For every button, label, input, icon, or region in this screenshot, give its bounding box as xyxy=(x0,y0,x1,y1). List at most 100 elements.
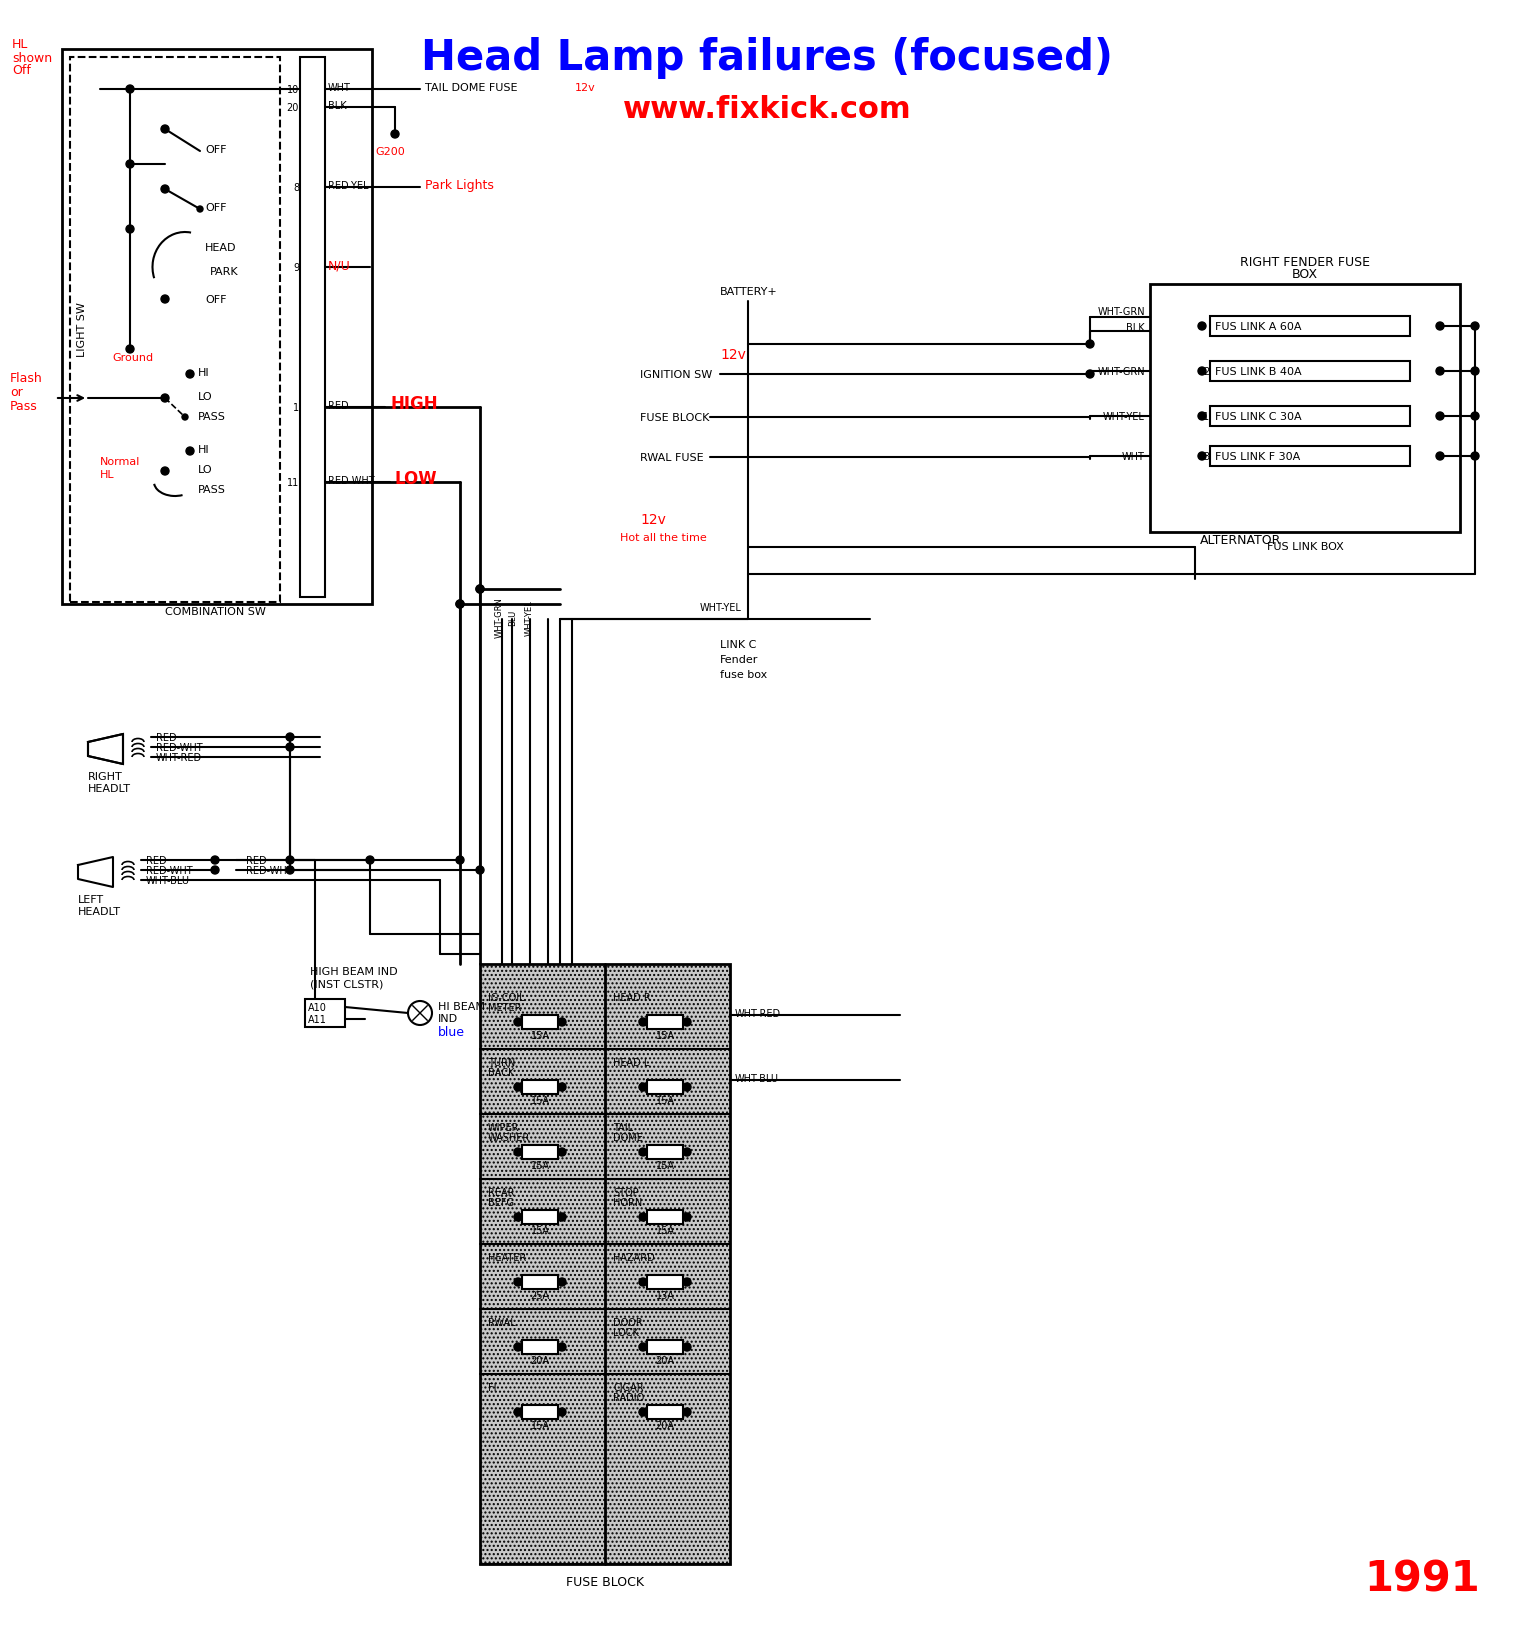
Circle shape xyxy=(186,447,193,455)
Text: HEAD: HEAD xyxy=(206,243,236,253)
Text: LEFT: LEFT xyxy=(78,894,104,904)
Text: WASHER: WASHER xyxy=(488,1133,531,1142)
Text: HEADLT: HEADLT xyxy=(87,783,130,793)
Circle shape xyxy=(285,733,295,741)
Circle shape xyxy=(514,1278,522,1286)
Text: HEADLT: HEADLT xyxy=(78,906,121,917)
Text: BOX: BOX xyxy=(1292,268,1318,281)
Text: RADIO: RADIO xyxy=(614,1392,644,1402)
Circle shape xyxy=(1198,413,1206,421)
Text: LOW: LOW xyxy=(394,470,437,488)
Circle shape xyxy=(640,1149,647,1157)
Circle shape xyxy=(126,346,133,354)
Bar xyxy=(647,1211,683,1224)
Text: 15A: 15A xyxy=(655,1160,675,1170)
Bar xyxy=(647,1340,683,1355)
Text: LIGHT SW: LIGHT SW xyxy=(77,302,87,357)
Text: OFF: OFF xyxy=(206,295,227,305)
Bar xyxy=(71,59,281,602)
Circle shape xyxy=(640,1084,647,1092)
Text: 12v: 12v xyxy=(719,348,746,362)
Text: RWAL FUSE: RWAL FUSE xyxy=(640,452,704,463)
Text: PARK: PARK xyxy=(210,268,239,277)
Circle shape xyxy=(1436,367,1443,375)
Text: 1: 1 xyxy=(293,403,299,413)
Text: A11: A11 xyxy=(308,1015,327,1025)
Circle shape xyxy=(161,295,169,304)
Bar xyxy=(1210,362,1410,382)
Circle shape xyxy=(683,1149,690,1157)
Bar xyxy=(305,999,345,1028)
Circle shape xyxy=(640,1213,647,1221)
Text: IG-COIL: IG-COIL xyxy=(488,992,525,1002)
Circle shape xyxy=(161,126,169,134)
Circle shape xyxy=(1436,323,1443,331)
Circle shape xyxy=(212,857,219,865)
Bar xyxy=(480,965,730,1563)
Text: FUS LINK C 30A: FUS LINK C 30A xyxy=(1215,411,1302,421)
Text: DOOR: DOOR xyxy=(614,1317,643,1327)
Text: or: or xyxy=(11,385,23,398)
Text: FUS LINK F 30A: FUS LINK F 30A xyxy=(1215,452,1301,462)
Circle shape xyxy=(683,1408,690,1417)
Text: 15A: 15A xyxy=(531,1030,549,1040)
Text: LO: LO xyxy=(198,392,213,401)
Circle shape xyxy=(683,1343,690,1351)
Circle shape xyxy=(558,1343,566,1351)
Text: RED-WHT: RED-WHT xyxy=(328,475,374,486)
Bar xyxy=(647,1405,683,1420)
Text: RED: RED xyxy=(328,401,348,411)
Text: FUSE BLOCK: FUSE BLOCK xyxy=(566,1575,644,1588)
Circle shape xyxy=(1086,341,1094,349)
Circle shape xyxy=(1198,452,1206,460)
Text: TAIL DOME FUSE: TAIL DOME FUSE xyxy=(425,83,517,93)
Text: RED-WHT: RED-WHT xyxy=(146,865,193,875)
Text: HI: HI xyxy=(198,446,210,455)
Text: HL: HL xyxy=(100,470,115,480)
Text: Head Lamp failures (focused): Head Lamp failures (focused) xyxy=(420,38,1114,78)
Text: PASS: PASS xyxy=(198,411,225,421)
Bar xyxy=(522,1405,558,1420)
Text: RIGHT: RIGHT xyxy=(87,772,123,782)
Text: Off: Off xyxy=(12,64,31,77)
Text: 10: 10 xyxy=(287,85,299,95)
Circle shape xyxy=(476,867,485,875)
Circle shape xyxy=(196,207,202,212)
Text: RED-WHT: RED-WHT xyxy=(245,865,293,875)
Circle shape xyxy=(514,1213,522,1221)
Bar xyxy=(647,1275,683,1289)
Text: 15A: 15A xyxy=(531,1420,549,1430)
Text: blue: blue xyxy=(439,1025,465,1038)
Circle shape xyxy=(285,744,295,752)
Circle shape xyxy=(640,1018,647,1027)
Text: fuse box: fuse box xyxy=(719,669,767,679)
Text: 9: 9 xyxy=(293,263,299,273)
Circle shape xyxy=(1086,370,1094,379)
Text: 20: 20 xyxy=(287,103,299,113)
Circle shape xyxy=(558,1278,566,1286)
Bar xyxy=(301,59,325,597)
Text: BLK: BLK xyxy=(1126,323,1144,333)
Text: 25A: 25A xyxy=(531,1291,549,1301)
Text: CIGAR: CIGAR xyxy=(614,1382,644,1392)
Text: WHT-BLU: WHT-BLU xyxy=(146,875,190,886)
Text: RED: RED xyxy=(156,733,176,743)
Text: 20A: 20A xyxy=(655,1420,675,1430)
Text: WHT: WHT xyxy=(1123,452,1144,462)
Bar xyxy=(647,1080,683,1095)
Circle shape xyxy=(683,1278,690,1286)
Circle shape xyxy=(285,857,295,865)
Text: Normal: Normal xyxy=(100,457,141,467)
Circle shape xyxy=(514,1149,522,1157)
Text: HL: HL xyxy=(12,39,28,52)
Text: 3: 3 xyxy=(1203,452,1209,462)
Text: TURN: TURN xyxy=(488,1058,515,1067)
Circle shape xyxy=(514,1018,522,1027)
Text: WHT: WHT xyxy=(328,83,351,93)
Text: TAIL: TAIL xyxy=(614,1123,634,1133)
Text: 8: 8 xyxy=(293,183,299,193)
Circle shape xyxy=(391,131,399,139)
Text: IGNITION SW: IGNITION SW xyxy=(640,370,712,380)
Text: A10: A10 xyxy=(308,1002,327,1012)
Bar xyxy=(647,1015,683,1030)
